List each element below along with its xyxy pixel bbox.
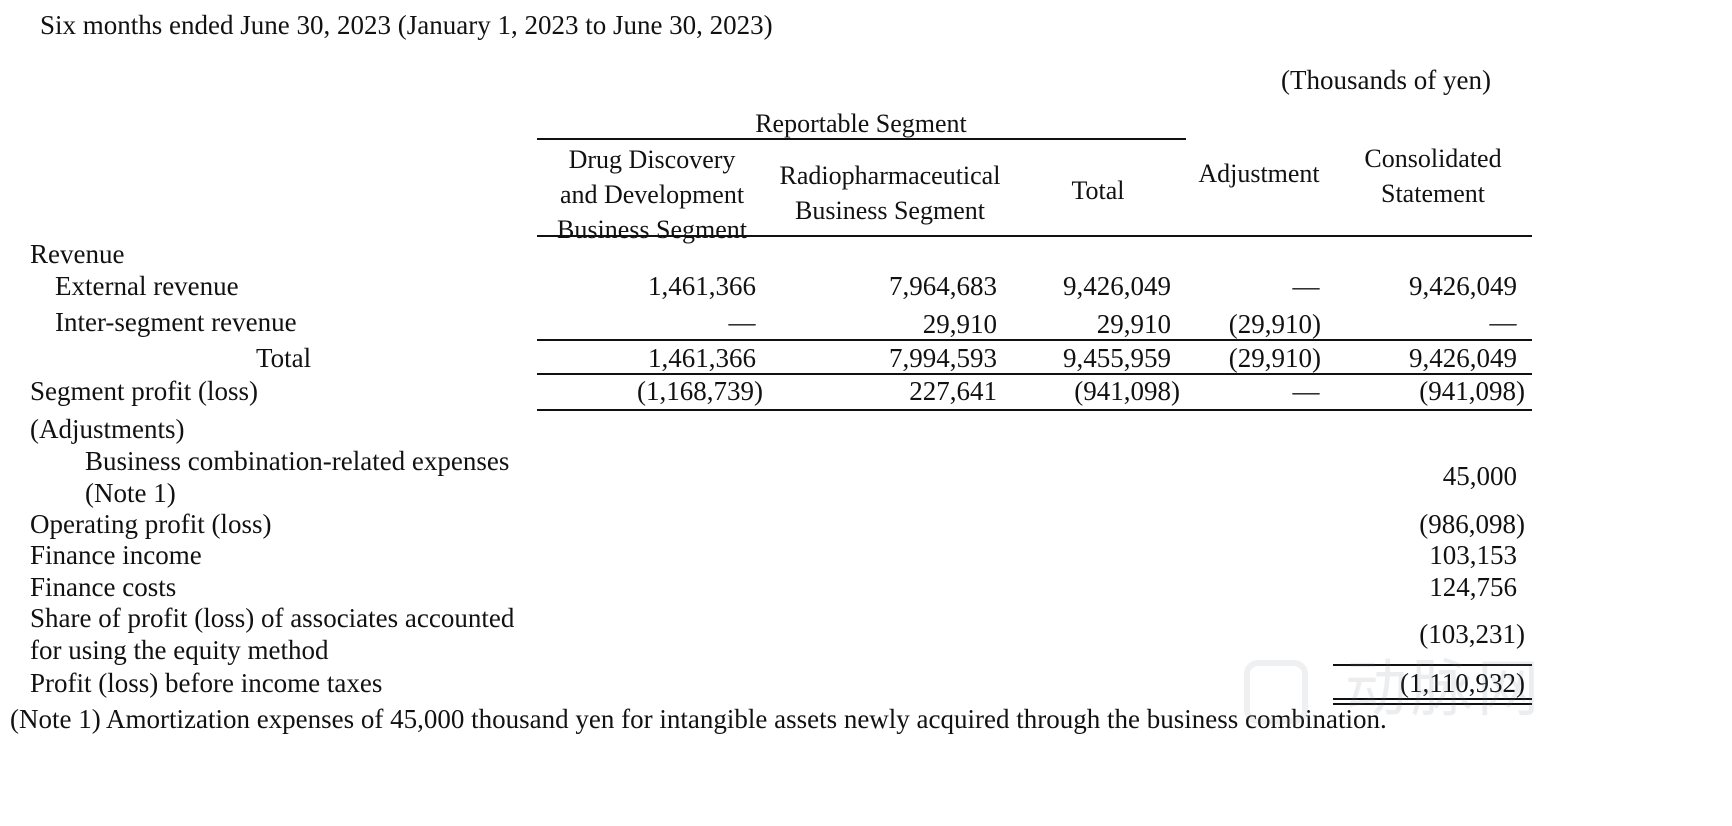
inter-total: 29,910 <box>1096 309 1171 339</box>
row-label-adjustments: (Adjustments) <box>30 414 185 444</box>
segment-profit-total: (941,098) <box>1074 376 1180 406</box>
business-combination-consolidated: 45,000 <box>1442 461 1517 491</box>
row-label-note1: (Note 1) <box>85 478 176 508</box>
operating-profit-consolidated: (986,098) <box>1419 509 1525 539</box>
row-label-operating-profit: Operating profit (loss) <box>30 509 272 539</box>
header-drug-line2: and Development <box>559 180 745 209</box>
row-label-business-combination: Business combination-related expenses <box>85 446 510 476</box>
total-total: 9,455,959 <box>1063 343 1171 373</box>
header-drug-line1: Drug Discovery <box>568 145 736 174</box>
header-consolidated-line2: Statement <box>1381 179 1485 208</box>
header-radio-line2: Business Segment <box>795 196 985 225</box>
reportable-segment-header: Reportable Segment <box>755 109 967 138</box>
header-bottom-rule <box>537 235 1532 237</box>
total-adjustment: (29,910) <box>1228 343 1321 373</box>
external-radio: 7,964,683 <box>889 271 997 301</box>
reportable-segment-underline <box>537 138 1186 140</box>
segment-profit-drug: (1,168,739) <box>637 376 763 406</box>
period-title: Six months ended June 30, 2023 (January … <box>40 10 773 40</box>
row-label-share-associates: Share of profit (loss) of associates acc… <box>30 603 515 633</box>
row-label-finance-costs: Finance costs <box>30 572 177 602</box>
external-consolidated: 9,426,049 <box>1409 271 1517 301</box>
inter-radio: 29,910 <box>922 309 997 339</box>
header-drug-discovery: Drug Discovery and Development Business … <box>557 142 747 247</box>
segment-profit-radio: 227,641 <box>909 376 997 406</box>
row-label-inter-segment: Inter-segment revenue <box>55 307 297 337</box>
total-drug: 1,461,366 <box>648 343 756 373</box>
unit-label: (Thousands of yen) <box>1281 65 1491 95</box>
row-label-external-revenue: External revenue <box>55 271 239 301</box>
external-adjustment: — <box>1292 271 1320 301</box>
header-radiopharmaceutical: Radiopharmaceutical Business Segment <box>780 158 1001 228</box>
row-label-equity-method: for using the equity method <box>30 635 329 665</box>
footnote: (Note 1) Amortization expenses of 45,000… <box>10 704 1387 734</box>
header-consolidated: Consolidated Statement <box>1364 141 1501 211</box>
segment-profit-adjustment: — <box>1292 376 1320 406</box>
inter-adjustment: (29,910) <box>1228 309 1321 339</box>
header-drug-line3: Business Segment <box>557 215 747 244</box>
header-radio-line1: Radiopharmaceutical <box>779 161 1001 190</box>
share-associates-consolidated: (103,231) <box>1419 619 1525 649</box>
inter-segment-rule <box>537 339 1532 341</box>
segment-profit-consolidated: (941,098) <box>1419 376 1525 406</box>
share-associates-rule <box>1333 664 1532 666</box>
row-label-segment-profit: Segment profit (loss) <box>30 376 258 406</box>
watermark-text: 动脉网 <box>1345 652 1544 725</box>
segment-profit-rule <box>537 409 1532 411</box>
double-underline-bottom <box>1333 703 1532 705</box>
header-consolidated-line1: Consolidated <box>1364 144 1502 173</box>
total-consolidated: 9,426,049 <box>1409 343 1517 373</box>
finance-costs-consolidated: 124,756 <box>1429 572 1517 602</box>
double-underline-top <box>1333 698 1532 700</box>
total-radio: 7,994,593 <box>889 343 997 373</box>
profit-before-tax-consolidated: (1,110,932) <box>1400 668 1525 698</box>
finance-income-consolidated: 103,153 <box>1429 540 1517 570</box>
inter-consolidated: — <box>1489 307 1517 337</box>
row-label-revenue: Revenue <box>30 239 125 269</box>
row-label-profit-before-tax: Profit (loss) before income taxes <box>30 668 383 698</box>
header-total: Total <box>1071 176 1125 205</box>
watermark-logo-icon <box>1244 660 1308 724</box>
total-rule <box>537 373 1532 375</box>
external-drug: 1,461,366 <box>648 271 756 301</box>
inter-drug: — <box>728 307 756 337</box>
header-adjustment: Adjustment <box>1198 159 1320 188</box>
row-label-total: Total <box>256 343 312 373</box>
row-label-finance-income: Finance income <box>30 540 202 570</box>
external-total: 9,426,049 <box>1063 271 1171 301</box>
